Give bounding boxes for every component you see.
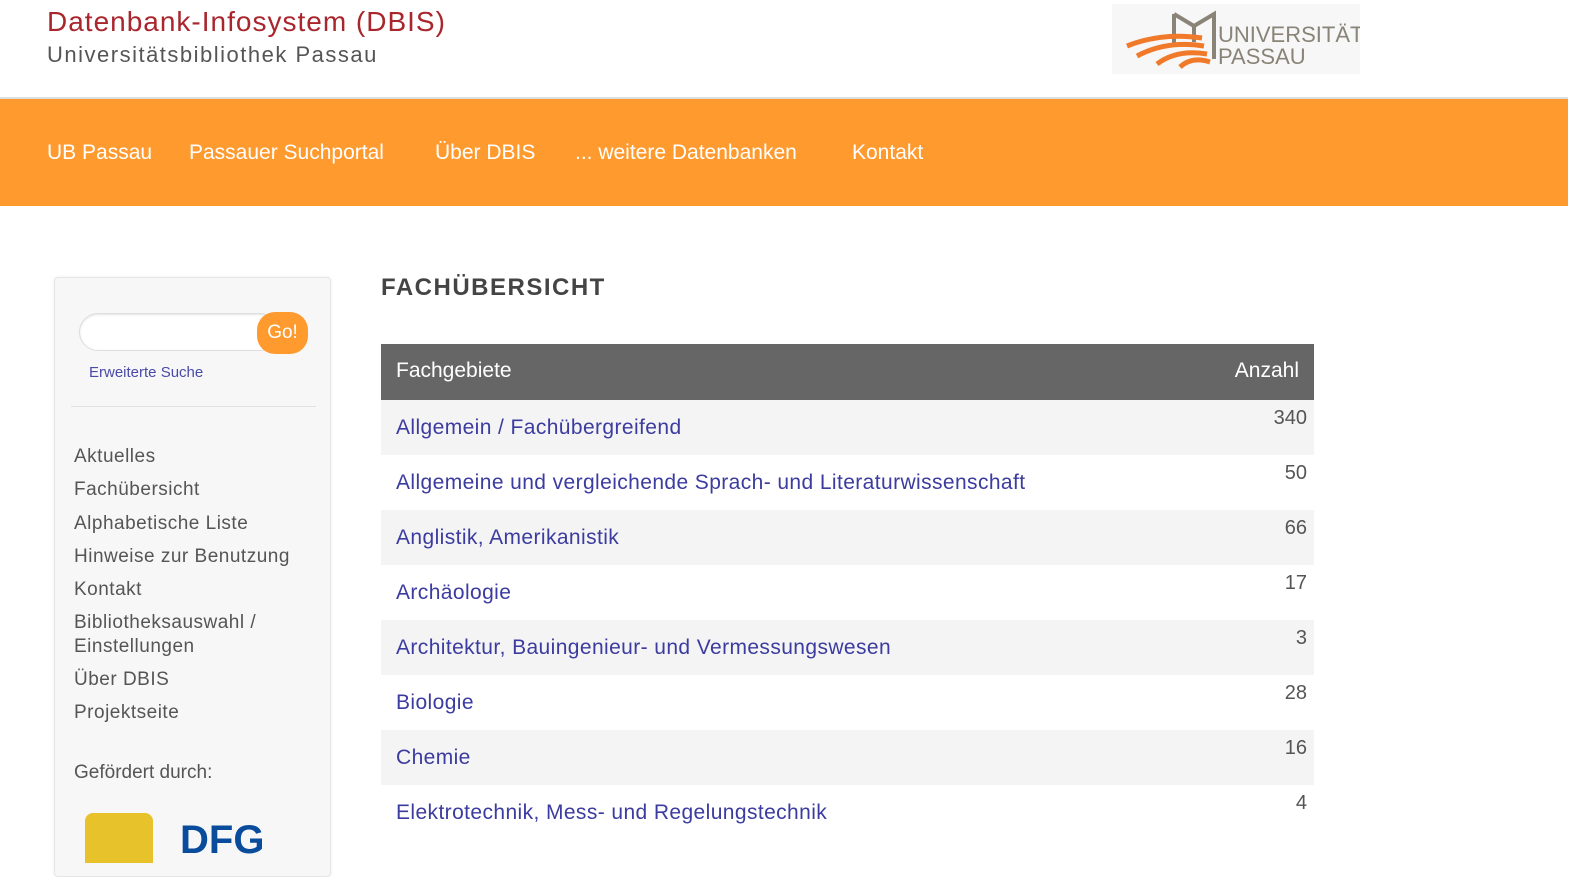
search-input[interactable] (79, 313, 279, 351)
subject-link[interactable]: Anglistik, Amerikanistik (396, 526, 620, 549)
sidebar-item-fachuebersicht[interactable]: Fachübersicht (74, 479, 200, 500)
go-button[interactable]: Go! (257, 312, 308, 354)
subject-count: 28 (1284, 682, 1307, 704)
sidebar-item-kontakt[interactable]: Kontakt (74, 579, 142, 600)
subject-link[interactable]: Elektrotechnik, Mess- und Regelungstechn… (396, 801, 828, 824)
table-header: Fachgebiete Anzahl (381, 344, 1314, 400)
table-row: Archäologie 17 (381, 565, 1314, 620)
header: Datenbank-Infosystem (DBIS) Universitäts… (0, 0, 1589, 97)
sidebar-item-ueber-dbis[interactable]: Über DBIS (74, 669, 170, 690)
column-anzahl: Anzahl (1234, 359, 1299, 382)
table-row: Allgemeine und vergleichende Sprach- und… (381, 455, 1314, 510)
table-row: Elektrotechnik, Mess- und Regelungstechn… (381, 785, 1314, 840)
sidebar-item-hinweise[interactable]: Hinweise zur Benutzung (74, 546, 290, 567)
page-title: FACHÜBERSICHT (381, 274, 606, 301)
nav-weitere-datenbanken[interactable]: ... weitere Datenbanken (575, 141, 797, 164)
advanced-search-link[interactable]: Erweiterte Suche (89, 364, 204, 381)
table-row: Allgemein / Fachübergreifend 340 (381, 400, 1314, 455)
table-row: Biologie 28 (381, 675, 1314, 730)
dfg-logo: DFG (180, 818, 265, 862)
subject-count: 17 (1284, 572, 1307, 594)
subject-link[interactable]: Biologie (396, 691, 474, 714)
sidebar-item-aktuelles[interactable]: Aktuelles (74, 446, 156, 467)
sidebar-item-projektseite[interactable]: Projektseite (74, 702, 180, 723)
subject-link[interactable]: Chemie (396, 746, 471, 769)
funded-by-label: Gefördert durch: (74, 762, 213, 783)
subject-count: 340 (1273, 407, 1307, 429)
subject-table: Fachgebiete Anzahl Allgemein / Fachüberg… (381, 344, 1314, 840)
subject-count: 4 (1295, 792, 1307, 814)
column-fachgebiete: Fachgebiete (396, 359, 512, 382)
table-row: Architektur, Bauingenieur- und Vermessun… (381, 620, 1314, 675)
university-logo[interactable]: UNIVERSITÄT PASSAU (1112, 4, 1363, 74)
nav-suchportal[interactable]: Passauer Suchportal (189, 141, 384, 164)
subject-link[interactable]: Allgemeine und vergleichende Sprach- und… (396, 471, 1026, 494)
nav-kontakt[interactable]: Kontakt (852, 141, 924, 164)
site-subtitle: Universitätsbibliothek Passau (47, 42, 378, 67)
subject-link[interactable]: Archäologie (396, 581, 512, 604)
subject-count: 16 (1284, 737, 1307, 759)
nav-ub-passau[interactable]: UB Passau (47, 141, 153, 164)
site-title: Datenbank-Infosystem (DBIS) (47, 6, 446, 37)
subject-count: 66 (1284, 517, 1307, 539)
bayern-logo (85, 813, 153, 863)
sidebar-item-alphabetische-liste[interactable]: Alphabetische Liste (74, 513, 249, 534)
subject-count: 50 (1284, 462, 1307, 484)
subject-link[interactable]: Allgemein / Fachübergreifend (396, 416, 682, 439)
sidebar: Go! Erweiterte Suche Aktuelles Fachübers… (54, 277, 331, 877)
sidebar-item-bibliotheksauswahl[interactable]: Bibliotheksauswahl / Einstellungen (74, 612, 257, 657)
svg-text:PASSAU: PASSAU (1218, 44, 1306, 69)
table-row: Chemie 16 (381, 730, 1314, 785)
divider (71, 406, 316, 407)
svg-text:UNIVERSITÄT: UNIVERSITÄT (1218, 22, 1360, 47)
nav-ueber-dbis[interactable]: Über DBIS (435, 141, 536, 164)
subject-count: 3 (1295, 627, 1307, 649)
main-nav: UB Passau Passauer Suchportal Über DBIS … (0, 97, 1568, 206)
subject-link[interactable]: Architektur, Bauingenieur- und Vermessun… (396, 636, 892, 659)
table-row: Anglistik, Amerikanistik 66 (381, 510, 1314, 565)
